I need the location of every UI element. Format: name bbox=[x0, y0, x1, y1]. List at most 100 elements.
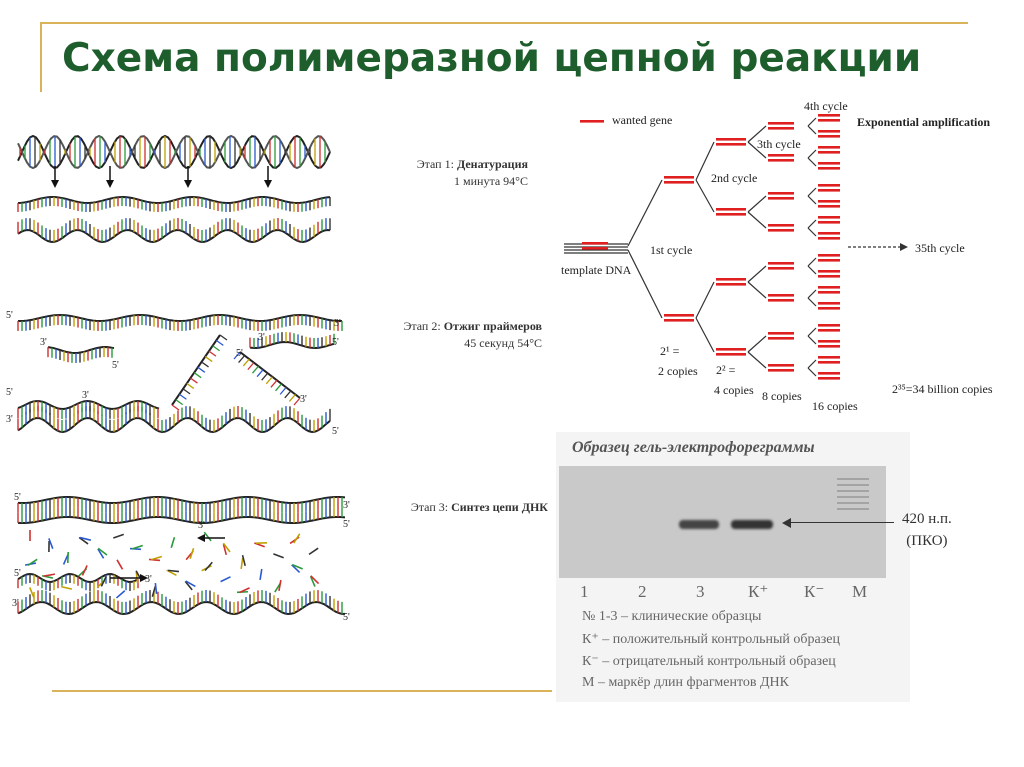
lane-label-kplus: К⁺ bbox=[748, 582, 769, 601]
gene-copy-bar bbox=[768, 229, 794, 232]
primer-base bbox=[171, 404, 180, 411]
primer-base bbox=[201, 361, 209, 368]
pcr-stages-illustration: 5' 3' 3' 5' 5' 3' 5' 5' 3' 3' 5' 3' 5' 3' 5' 5' 3' 3' 5' 3' bbox=[6, 134, 350, 623]
strand-end-label: 3' bbox=[343, 500, 350, 511]
strand-end-label: 3' bbox=[82, 390, 89, 401]
gene-copy-bar bbox=[768, 159, 794, 162]
primer-base bbox=[279, 386, 287, 395]
primer-base bbox=[238, 355, 246, 363]
free-nucleotide bbox=[79, 536, 92, 541]
branch-line bbox=[807, 265, 817, 275]
free-nucleotide bbox=[220, 576, 231, 583]
stage-2-detail: 45 секунд 54°С bbox=[464, 336, 542, 350]
page-title: Схема полимеразной цепной реакции bbox=[62, 36, 922, 81]
free-nucleotide bbox=[204, 561, 213, 572]
branch-line bbox=[747, 195, 767, 213]
gene-copy-bar bbox=[768, 294, 794, 297]
band-size-note: (ПКО) bbox=[906, 533, 948, 549]
free-nucleotide bbox=[113, 533, 124, 539]
gene-copy-bar bbox=[818, 189, 840, 192]
primer-base bbox=[186, 382, 195, 389]
copies-label: 4 copies bbox=[714, 383, 754, 397]
gene-copy-bar bbox=[768, 332, 794, 335]
free-nucleotide bbox=[240, 557, 244, 570]
free-nucleotide bbox=[259, 568, 263, 581]
branch-line bbox=[747, 125, 767, 143]
stage-2-name: Этап 2: bbox=[403, 319, 441, 333]
denature-arrow-head bbox=[106, 180, 114, 188]
dna-backbone bbox=[47, 345, 115, 355]
gene-copy-bar bbox=[582, 242, 608, 245]
gene-copy-bar bbox=[664, 176, 694, 179]
branch-line bbox=[807, 157, 817, 167]
primer-base bbox=[275, 383, 283, 392]
gene-copy-bar bbox=[768, 154, 794, 157]
cycle-label: 3th cycle bbox=[757, 137, 801, 151]
free-nucleotide bbox=[222, 543, 228, 556]
dna-backbone bbox=[249, 340, 335, 350]
stage-3-name: Этап 3: bbox=[410, 500, 449, 514]
branch-line bbox=[807, 195, 817, 205]
strand-end-label: 5' bbox=[14, 568, 21, 579]
free-nucleotide bbox=[308, 547, 319, 556]
lane-label-3: 3 bbox=[696, 582, 705, 601]
branch-line bbox=[807, 335, 817, 345]
gel-legend-item: М – маркёр длин фрагментов ДНК bbox=[582, 675, 789, 690]
branch-line bbox=[747, 281, 767, 299]
gene-copy-bar bbox=[716, 213, 746, 216]
branch-line bbox=[807, 327, 817, 337]
gene-copy-bar bbox=[716, 353, 746, 356]
free-nucleotide bbox=[309, 576, 316, 587]
branch-line bbox=[747, 141, 767, 159]
free-nucleotide bbox=[239, 587, 250, 594]
primer-base bbox=[215, 339, 224, 346]
primer-base bbox=[175, 399, 184, 406]
strand-end-label: 5' bbox=[332, 337, 339, 348]
gene-copy-bar bbox=[818, 307, 840, 310]
band-arrow bbox=[790, 522, 894, 523]
wanted-gene-legend: wanted gene bbox=[612, 113, 672, 127]
free-nucleotide bbox=[115, 590, 126, 599]
primer-base bbox=[261, 372, 269, 381]
primer-base bbox=[190, 377, 198, 384]
denature-arrow-head bbox=[264, 180, 272, 188]
gene-copy-bar bbox=[768, 197, 794, 200]
copies-formula: 2² = bbox=[716, 363, 736, 377]
gene-copy-bar bbox=[664, 314, 694, 317]
gene-copy-bar bbox=[818, 340, 840, 343]
lane-label-kminus: К⁻ bbox=[804, 582, 825, 601]
free-nucleotide bbox=[148, 558, 161, 562]
strand-end-label: 3' bbox=[258, 332, 265, 343]
gene-copy-bar bbox=[818, 286, 840, 289]
gene-copy-bar bbox=[818, 135, 840, 138]
primer-base bbox=[197, 366, 206, 373]
gene-copy-bar bbox=[818, 324, 840, 327]
primer-base bbox=[256, 369, 264, 378]
primer-strand bbox=[171, 334, 221, 406]
gene-copy-bar bbox=[768, 299, 794, 302]
copies-label: 16 copies bbox=[812, 399, 858, 413]
denature-arrow-head bbox=[184, 180, 192, 188]
gene-copy-bar bbox=[818, 361, 840, 364]
stage-3-caption: Этап 3: Синтез цепи ДНК bbox=[350, 499, 548, 516]
gene-copy-bar bbox=[818, 356, 840, 359]
stage-1-detail: 1 минута 94°С bbox=[454, 174, 528, 188]
dna-backbone bbox=[17, 399, 160, 411]
lane-label-2: 2 bbox=[638, 582, 647, 601]
free-nucleotide bbox=[310, 575, 320, 585]
gene-copy-bar bbox=[818, 259, 840, 262]
branch-line bbox=[695, 317, 715, 353]
branch-line bbox=[807, 187, 817, 197]
synthesis-arrow-head bbox=[197, 534, 205, 542]
free-nucleotide bbox=[203, 531, 212, 542]
strand-end-label: 3' bbox=[6, 414, 13, 425]
gene-copy-bar bbox=[768, 192, 794, 195]
free-nucleotide bbox=[97, 548, 105, 559]
billion-copies-label: 2³⁵=34 billion copies bbox=[892, 382, 993, 396]
branch-line bbox=[807, 359, 817, 369]
band-size-label: 420 н.п. (ПКО) bbox=[902, 508, 952, 552]
free-nucleotide bbox=[222, 542, 231, 553]
gel-legend-item: К⁻ – отрицательный контрольный образец bbox=[582, 654, 836, 669]
free-nucleotide bbox=[292, 564, 303, 570]
gene-copy-bar bbox=[818, 345, 840, 348]
